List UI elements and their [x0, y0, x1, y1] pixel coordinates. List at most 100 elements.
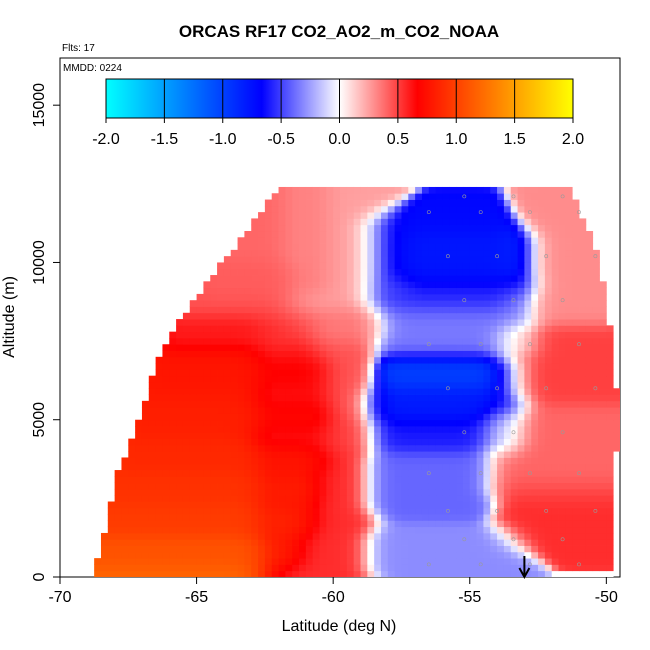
heatmap-cell	[538, 293, 546, 301]
heatmap-cell	[374, 551, 382, 559]
heatmap-cell	[346, 331, 355, 339]
heatmap-cell	[346, 570, 355, 577]
heatmap-cell	[223, 293, 232, 301]
heatmap-cell	[217, 388, 225, 395]
heatmap-cell	[415, 432, 423, 439]
heatmap-cell	[326, 331, 334, 339]
heatmap-cell	[264, 394, 273, 402]
heatmap-cell	[401, 545, 409, 553]
heatmap-cell	[510, 388, 518, 395]
heatmap-cell	[490, 444, 498, 452]
heatmap-cell	[217, 520, 225, 528]
heatmap-cell	[251, 419, 259, 427]
heatmap-cell	[367, 463, 375, 471]
heatmap-cell	[503, 268, 512, 276]
heatmap-cell	[258, 438, 266, 446]
heatmap-cell	[271, 419, 279, 427]
heatmap-cell	[572, 463, 580, 471]
heatmap-cell	[312, 287, 320, 295]
heatmap-cell	[360, 488, 368, 496]
heatmap-cell	[353, 344, 361, 351]
sample-point	[544, 386, 549, 391]
heatmap-cell	[544, 262, 553, 270]
heatmap-cell	[271, 514, 279, 521]
heatmap-cell	[333, 249, 341, 257]
heatmap-cell	[606, 375, 614, 383]
heatmap-cell	[572, 212, 580, 219]
heatmap-cell	[585, 488, 594, 496]
heatmap-cell	[203, 319, 211, 326]
heatmap-cell	[421, 237, 430, 244]
heatmap-cell	[476, 369, 484, 377]
heatmap-cell	[107, 551, 116, 559]
heatmap-cell	[503, 293, 512, 301]
heatmap-cell	[367, 419, 375, 427]
heatmap-cell	[353, 268, 361, 276]
heatmap-cell	[497, 526, 505, 534]
heatmap-cell	[394, 331, 402, 339]
heatmap-cell	[271, 375, 279, 383]
heatmap-cell	[346, 470, 355, 477]
heatmap-cell	[299, 331, 307, 339]
heatmap-cell	[415, 243, 423, 251]
heatmap-cell	[169, 476, 177, 484]
heatmap-cell	[346, 388, 355, 395]
heatmap-cell	[189, 532, 197, 540]
heatmap-cell	[606, 488, 614, 496]
heatmap-cell	[538, 369, 546, 377]
heatmap-cell	[517, 444, 525, 452]
heatmap-cell	[490, 262, 498, 270]
heatmap-cell	[223, 532, 232, 540]
heatmap-cell	[579, 394, 587, 402]
heatmap-cell	[401, 413, 409, 421]
heatmap-cell	[490, 325, 498, 333]
heatmap-cell	[387, 457, 396, 465]
heatmap-cell	[374, 256, 382, 263]
heatmap-cell	[483, 438, 491, 446]
heatmap-cell	[244, 488, 252, 496]
heatmap-cell	[210, 331, 218, 339]
heatmap-cell	[285, 570, 293, 577]
heatmap-cell	[585, 545, 594, 553]
heatmap-cell	[155, 444, 163, 452]
heatmap-cell	[462, 300, 471, 307]
heatmap-cell	[292, 293, 300, 301]
heatmap-cell	[312, 426, 320, 433]
heatmap-cell	[258, 224, 266, 232]
heatmap-cell	[415, 287, 423, 295]
heatmap-cell	[565, 413, 573, 421]
heatmap-cell	[599, 287, 607, 295]
heatmap-cell	[565, 407, 573, 414]
heatmap-cell	[476, 413, 484, 421]
heatmap-cell	[503, 394, 512, 402]
heatmap-cell	[483, 287, 491, 295]
heatmap-cell	[258, 331, 266, 339]
heatmap-cell	[305, 470, 314, 477]
heatmap-cell	[428, 306, 437, 314]
heatmap-cell	[483, 457, 491, 465]
heatmap-cell	[462, 249, 471, 257]
heatmap-cell	[169, 570, 177, 577]
heatmap-cell	[223, 356, 232, 364]
heatmap-cell	[237, 344, 245, 351]
heatmap-cell	[469, 356, 477, 364]
heatmap-cell	[237, 319, 245, 326]
heatmap-cell	[394, 186, 402, 194]
heatmap-cell	[421, 545, 430, 553]
heatmap-cell	[469, 444, 477, 452]
heatmap-cell	[340, 218, 348, 226]
heatmap-cell	[380, 369, 389, 377]
heatmap-cell	[442, 438, 450, 446]
heatmap-cell	[196, 400, 204, 408]
heatmap-cell	[490, 570, 498, 577]
heatmap-cell	[353, 514, 361, 521]
heatmap-cell	[442, 482, 450, 490]
heatmap-cell	[551, 438, 559, 446]
heatmap-cell	[435, 231, 443, 238]
heatmap-cell	[346, 482, 355, 490]
heatmap-cell	[394, 369, 402, 377]
heatmap-cell	[585, 256, 594, 263]
heatmap-cell	[510, 400, 518, 408]
heatmap-cell	[244, 394, 252, 402]
heatmap-cell	[469, 249, 477, 257]
